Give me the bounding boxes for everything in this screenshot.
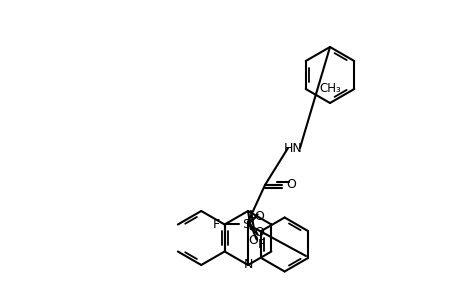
- Text: CH₃: CH₃: [319, 82, 340, 95]
- Text: N: N: [243, 259, 252, 272]
- Text: O: O: [254, 210, 264, 223]
- Text: F: F: [212, 218, 219, 231]
- Text: HN: HN: [283, 142, 302, 154]
- Text: S: S: [242, 218, 250, 231]
- Text: O: O: [254, 226, 264, 239]
- Text: O: O: [285, 178, 295, 191]
- Text: O: O: [247, 234, 257, 247]
- Text: F: F: [257, 238, 264, 251]
